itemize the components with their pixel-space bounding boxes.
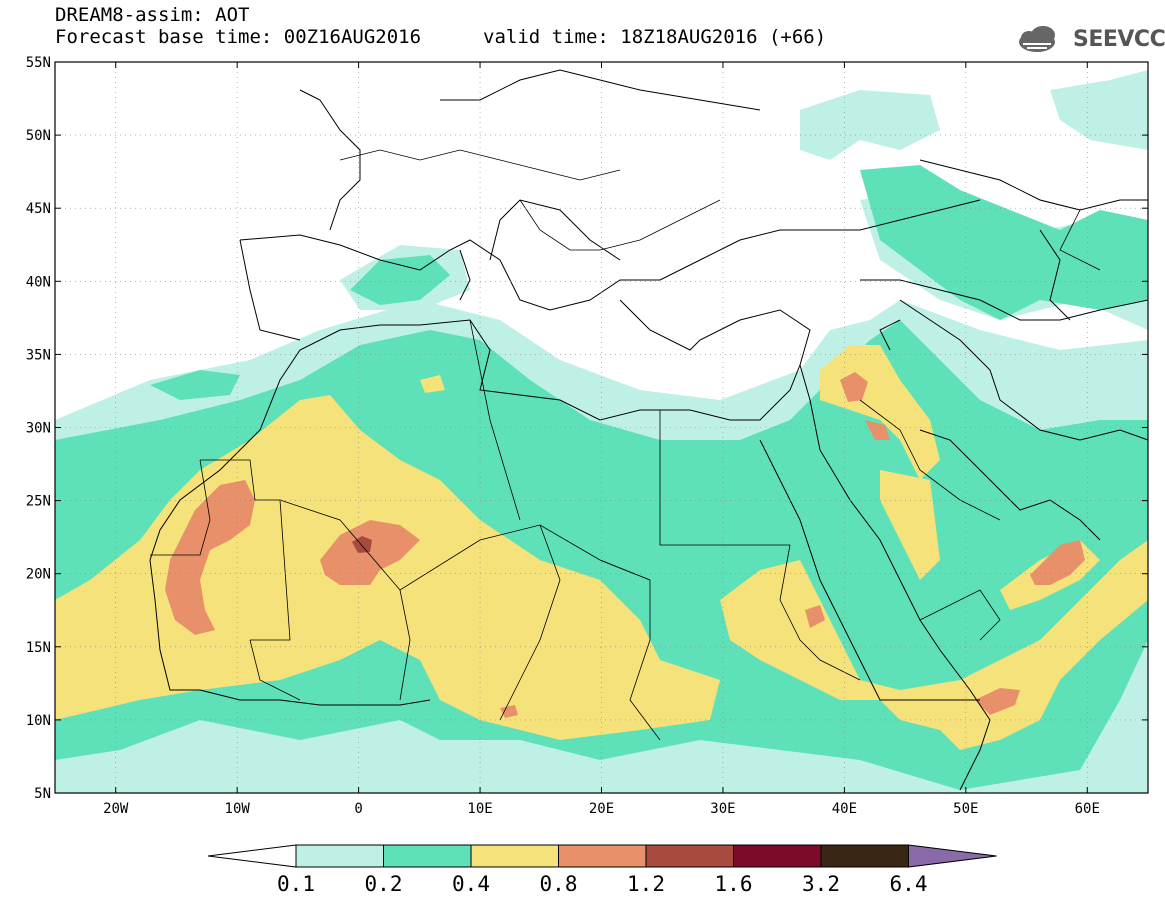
lon-label: 40E bbox=[832, 801, 857, 817]
graticule bbox=[55, 62, 1148, 793]
map-title: DREAM8-assim: AOT bbox=[55, 4, 250, 26]
lat-label: 35N bbox=[26, 347, 51, 363]
axis-ticks bbox=[55, 61, 1148, 794]
lat-label: 5N bbox=[34, 786, 51, 802]
colorbar-box bbox=[558, 844, 647, 868]
lon-label: 60E bbox=[1075, 801, 1100, 817]
logo-text: SEEVCCC bbox=[1073, 27, 1165, 52]
lon-label: 10E bbox=[467, 801, 492, 817]
cloud-logo-icon bbox=[1019, 26, 1055, 52]
country-borders bbox=[150, 149, 1101, 741]
valid-time: valid time: 18Z18AUG2016 (+66) bbox=[483, 26, 827, 48]
lon-label: 20E bbox=[589, 801, 614, 817]
latitude-labels: 55N 50N 45N 40N 35N 30N 25N 20N 15N 10N 5N bbox=[26, 55, 51, 802]
lon-label: 0 bbox=[354, 801, 362, 817]
colorbar bbox=[207, 844, 997, 868]
colorbar-box bbox=[383, 844, 472, 868]
lat-label: 30N bbox=[26, 421, 51, 437]
lat-label: 55N bbox=[26, 55, 51, 71]
colorbar-level-label: 0.2 bbox=[365, 872, 403, 896]
colorbar-level-label: 0.8 bbox=[540, 872, 578, 896]
lat-label: 45N bbox=[26, 201, 51, 217]
lat-label: 50N bbox=[26, 128, 51, 144]
colorbar-box bbox=[820, 844, 909, 868]
lon-label: 20W bbox=[103, 801, 129, 817]
coastlines bbox=[149, 69, 1148, 791]
lon-label: 10W bbox=[225, 801, 251, 817]
lat-label: 40N bbox=[26, 274, 51, 290]
longitude-labels: 20W 10W 0 10E 20E 30E 40E 50E 60E bbox=[103, 801, 1100, 817]
colorbar-box bbox=[645, 844, 734, 868]
colorbar-labels: 0.1 0.2 0.4 0.8 1.2 1.6 3.2 6.4 bbox=[277, 872, 927, 896]
forecast-base-time: Forecast base time: 00Z16AUG2016 bbox=[55, 26, 422, 48]
colorbar-level-label: 1.6 bbox=[715, 872, 753, 896]
lat-label: 15N bbox=[26, 640, 51, 656]
lat-label: 20N bbox=[26, 567, 51, 583]
aot-band-0.8 bbox=[165, 372, 1085, 718]
colorbar-level-label: 6.4 bbox=[890, 872, 928, 896]
seevccc-logo bbox=[1019, 26, 1055, 52]
colorbar-box bbox=[295, 844, 384, 868]
colorbar-box bbox=[470, 844, 559, 868]
colorbar-under-triangle bbox=[207, 844, 297, 868]
colorbar-level-label: 1.2 bbox=[627, 872, 665, 896]
colorbar-box bbox=[733, 844, 822, 868]
colorbar-level-label: 0.4 bbox=[452, 872, 490, 896]
lon-label: 30E bbox=[710, 801, 735, 817]
colorbar-level-label: 0.1 bbox=[277, 872, 315, 896]
colorbar-level-label: 3.2 bbox=[802, 872, 840, 896]
lon-label: 50E bbox=[953, 801, 978, 817]
lat-label: 10N bbox=[26, 713, 51, 729]
lat-label: 25N bbox=[26, 494, 51, 510]
colorbar-over-triangle bbox=[908, 844, 997, 868]
